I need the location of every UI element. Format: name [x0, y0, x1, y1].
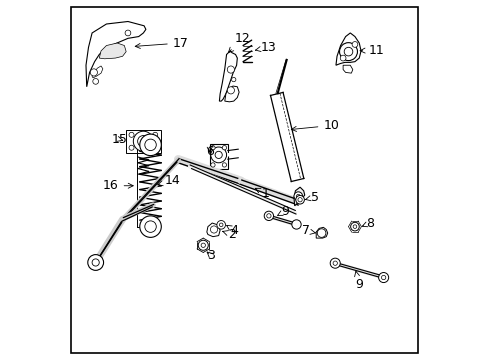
Circle shape — [201, 243, 205, 247]
Circle shape — [227, 66, 234, 73]
Text: 13: 13 — [255, 41, 276, 54]
Circle shape — [378, 273, 388, 283]
Circle shape — [339, 42, 357, 60]
Circle shape — [129, 132, 134, 137]
Circle shape — [297, 198, 302, 202]
Polygon shape — [293, 187, 304, 206]
Circle shape — [351, 41, 357, 47]
Text: 3: 3 — [206, 249, 214, 262]
Polygon shape — [209, 144, 227, 168]
Circle shape — [144, 139, 156, 150]
Text: 11: 11 — [359, 44, 383, 57]
Text: 5: 5 — [305, 191, 318, 204]
Circle shape — [381, 275, 385, 280]
Circle shape — [222, 145, 226, 150]
Circle shape — [217, 221, 225, 229]
Text: 7: 7 — [301, 224, 315, 238]
Circle shape — [210, 226, 217, 233]
Text: 16: 16 — [102, 179, 133, 192]
Circle shape — [344, 47, 352, 56]
Circle shape — [210, 163, 215, 167]
Circle shape — [317, 229, 325, 237]
Circle shape — [92, 259, 99, 266]
Text: 8: 8 — [362, 216, 374, 230]
Circle shape — [231, 77, 235, 82]
Circle shape — [129, 145, 134, 150]
Circle shape — [137, 135, 149, 147]
Text: 17: 17 — [135, 36, 188, 50]
Circle shape — [291, 220, 301, 229]
Circle shape — [144, 221, 156, 232]
Circle shape — [141, 139, 145, 143]
Text: 9: 9 — [277, 205, 288, 218]
Polygon shape — [99, 43, 126, 59]
Circle shape — [198, 240, 208, 250]
Circle shape — [133, 131, 153, 151]
Text: 15: 15 — [112, 133, 127, 146]
Circle shape — [296, 194, 300, 198]
Circle shape — [329, 258, 340, 268]
Polygon shape — [219, 51, 237, 101]
Circle shape — [140, 216, 161, 237]
Circle shape — [266, 214, 270, 218]
Circle shape — [152, 145, 158, 150]
Polygon shape — [92, 66, 102, 78]
Polygon shape — [126, 130, 160, 153]
Circle shape — [340, 55, 346, 61]
Polygon shape — [335, 33, 360, 65]
Text: 12: 12 — [228, 32, 250, 53]
Circle shape — [295, 195, 304, 204]
Text: 9: 9 — [354, 271, 362, 291]
Circle shape — [219, 223, 223, 226]
Circle shape — [352, 225, 356, 228]
Circle shape — [152, 132, 158, 137]
Circle shape — [222, 163, 226, 167]
Circle shape — [227, 87, 234, 94]
Circle shape — [210, 145, 215, 150]
Polygon shape — [343, 65, 352, 73]
Text: 10: 10 — [291, 119, 339, 132]
Circle shape — [125, 30, 131, 36]
Circle shape — [215, 151, 222, 158]
Polygon shape — [224, 86, 239, 102]
Text: 4: 4 — [226, 224, 238, 237]
Circle shape — [350, 222, 359, 231]
Polygon shape — [86, 22, 145, 87]
Text: 1: 1 — [255, 187, 269, 200]
Circle shape — [332, 261, 337, 265]
Circle shape — [90, 69, 97, 76]
Text: 2: 2 — [222, 228, 236, 241]
Polygon shape — [206, 223, 220, 237]
Text: 14: 14 — [157, 174, 180, 187]
Polygon shape — [316, 227, 327, 238]
Text: 6: 6 — [205, 145, 213, 158]
Circle shape — [93, 78, 99, 84]
Circle shape — [264, 211, 273, 221]
Circle shape — [293, 192, 302, 201]
Circle shape — [140, 134, 161, 156]
Circle shape — [210, 147, 226, 163]
Circle shape — [88, 255, 103, 270]
